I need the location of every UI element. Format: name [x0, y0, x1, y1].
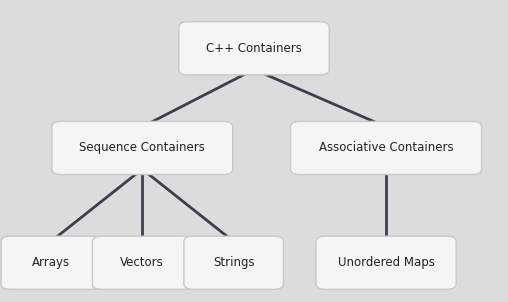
FancyBboxPatch shape: [291, 121, 482, 175]
FancyBboxPatch shape: [92, 236, 192, 289]
Text: Arrays: Arrays: [31, 256, 70, 269]
Text: Vectors: Vectors: [120, 256, 164, 269]
FancyBboxPatch shape: [179, 22, 329, 75]
FancyBboxPatch shape: [52, 121, 233, 175]
Text: C++ Containers: C++ Containers: [206, 42, 302, 55]
Text: Sequence Containers: Sequence Containers: [79, 141, 205, 155]
FancyBboxPatch shape: [316, 236, 456, 289]
FancyBboxPatch shape: [184, 236, 283, 289]
Text: Associative Containers: Associative Containers: [319, 141, 454, 155]
Text: Unordered Maps: Unordered Maps: [338, 256, 434, 269]
Text: Strings: Strings: [213, 256, 255, 269]
FancyBboxPatch shape: [1, 236, 101, 289]
